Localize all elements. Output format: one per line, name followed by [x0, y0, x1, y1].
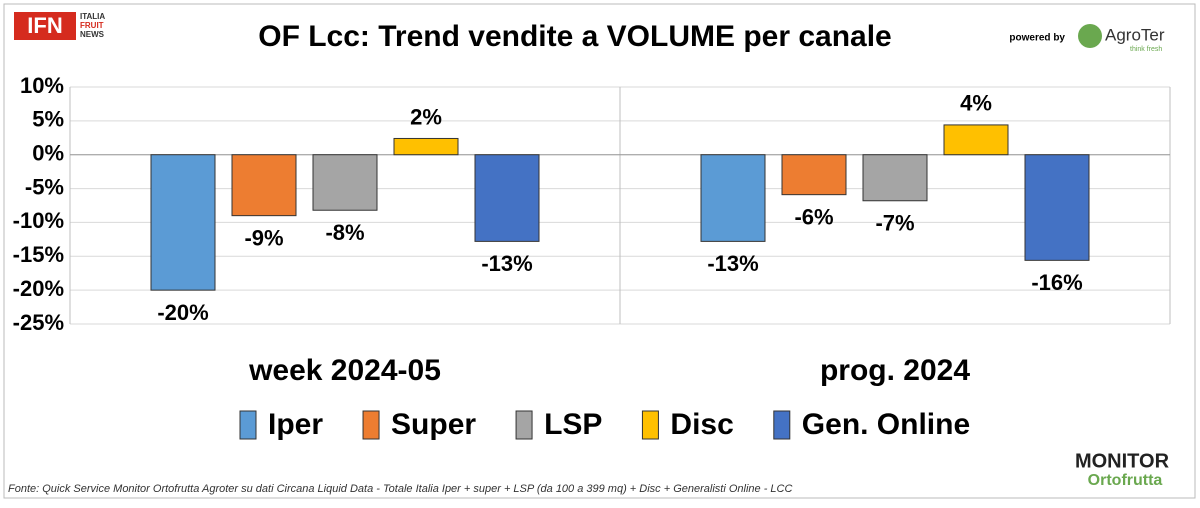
legend-label: Super — [391, 408, 476, 441]
x-tick-label: week 2024-05 — [248, 354, 441, 387]
bar — [393, 137, 459, 156]
y-tick-label: -5% — [25, 174, 64, 199]
legend-label: Gen. Online — [802, 408, 970, 441]
bar — [700, 154, 766, 242]
logo-sub: ITALIA — [80, 12, 105, 21]
bar — [150, 154, 216, 291]
legend-swatch — [515, 410, 533, 440]
chart-title: OF Lcc: Trend vendite a VOLUME per canal… — [258, 20, 892, 53]
legend-label: LSP — [544, 408, 602, 441]
logo-sub: FRUIT — [80, 21, 104, 30]
legend-swatch — [773, 410, 791, 440]
legend-swatch — [362, 410, 380, 440]
bar — [474, 154, 540, 242]
brand-tagline: think fresh — [1130, 46, 1162, 53]
data-label: -7% — [875, 211, 914, 236]
monitor-logo-sub: Ortofrutta — [1088, 472, 1163, 489]
data-label: -13% — [481, 251, 532, 276]
y-tick-label: -20% — [13, 276, 64, 301]
y-tick-label: -25% — [13, 310, 64, 335]
data-label: -9% — [244, 225, 283, 250]
frame — [3, 3, 1196, 499]
legend-swatch — [641, 410, 659, 440]
bar — [781, 154, 847, 196]
data-label: 2% — [410, 104, 442, 129]
data-label: -16% — [1031, 270, 1082, 295]
y-tick-label: 10% — [20, 73, 64, 98]
logo-box — [14, 12, 76, 40]
bar — [1024, 154, 1090, 261]
monitor-logo: MONITOR — [1075, 450, 1170, 472]
data-label: 4% — [960, 91, 992, 116]
legend-label: Disc — [670, 408, 733, 441]
brand: AgroTer — [1105, 25, 1165, 44]
powered-by: powered by — [1009, 33, 1065, 44]
logo: IFN — [27, 13, 62, 38]
y-tick-label: -15% — [13, 242, 64, 267]
brand-icon — [1078, 24, 1102, 48]
bar — [312, 154, 378, 211]
data-label: -6% — [794, 204, 833, 229]
bar — [862, 154, 928, 202]
y-tick-label: 0% — [32, 141, 64, 166]
legend-swatch — [239, 410, 257, 440]
legend-label: Iper — [268, 408, 323, 441]
bar — [943, 124, 1009, 156]
data-label: -13% — [707, 251, 758, 276]
logo-sub: NEWS — [80, 30, 105, 39]
source-note: Fonte: Quick Service Monitor Ortofrutta … — [8, 483, 792, 495]
y-tick-label: -10% — [13, 208, 64, 233]
data-label: -20% — [157, 300, 208, 325]
y-tick-label: 5% — [32, 107, 64, 132]
x-tick-label: prog. 2024 — [820, 354, 970, 387]
data-label: -8% — [325, 220, 364, 245]
bar — [231, 154, 297, 217]
